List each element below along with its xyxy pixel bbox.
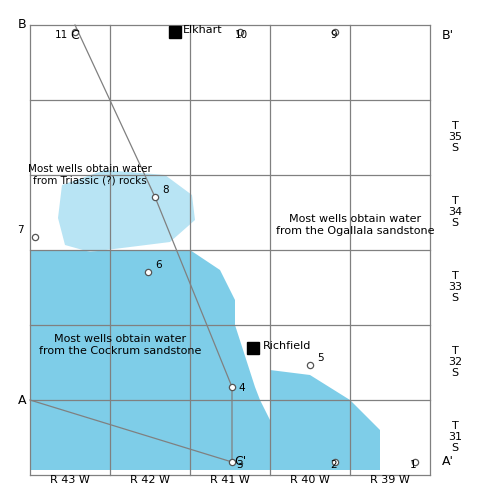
Text: Elkhart: Elkhart [183,25,223,35]
Text: T
32
S: T 32 S [448,346,462,378]
Text: T
33
S: T 33 S [448,271,462,303]
Text: T
35
S: T 35 S [448,121,462,153]
Text: Most wells obtain water
from the Ogallala sandstone: Most wells obtain water from the Ogallal… [276,214,434,236]
Text: 2: 2 [330,460,337,470]
Text: 3: 3 [236,460,243,470]
Text: C': C' [234,455,246,468]
Text: B': B' [442,29,454,42]
Text: R 41 W: R 41 W [210,475,250,485]
Text: 10: 10 [235,30,248,40]
Text: T
31
S: T 31 S [448,421,462,453]
Text: A: A [18,393,26,407]
Text: B: B [18,19,26,31]
Text: R 39 W: R 39 W [370,475,410,485]
Text: 11: 11 [55,30,68,40]
Text: R 40 W: R 40 W [290,475,330,485]
Polygon shape [30,250,270,470]
Text: R 42 W: R 42 W [130,475,170,485]
Text: 4: 4 [238,383,244,393]
Text: Most wells obtain water
from the Cockrum sandstone: Most wells obtain water from the Cockrum… [39,334,201,356]
Text: 9: 9 [330,30,337,40]
Polygon shape [270,370,380,470]
Text: C: C [71,29,80,42]
Text: 5: 5 [317,353,324,363]
Text: 6: 6 [155,260,162,270]
Text: 1: 1 [410,460,417,470]
Text: Most wells obtain water
from Triassic (?) rocks: Most wells obtain water from Triassic (?… [28,164,152,186]
Text: Richfield: Richfield [263,341,311,351]
Text: R 43 W: R 43 W [50,475,90,485]
Text: A': A' [442,455,454,468]
Text: 8: 8 [162,185,169,195]
Text: T
34
S: T 34 S [448,196,462,228]
Polygon shape [58,170,195,252]
Text: 7: 7 [17,225,23,235]
